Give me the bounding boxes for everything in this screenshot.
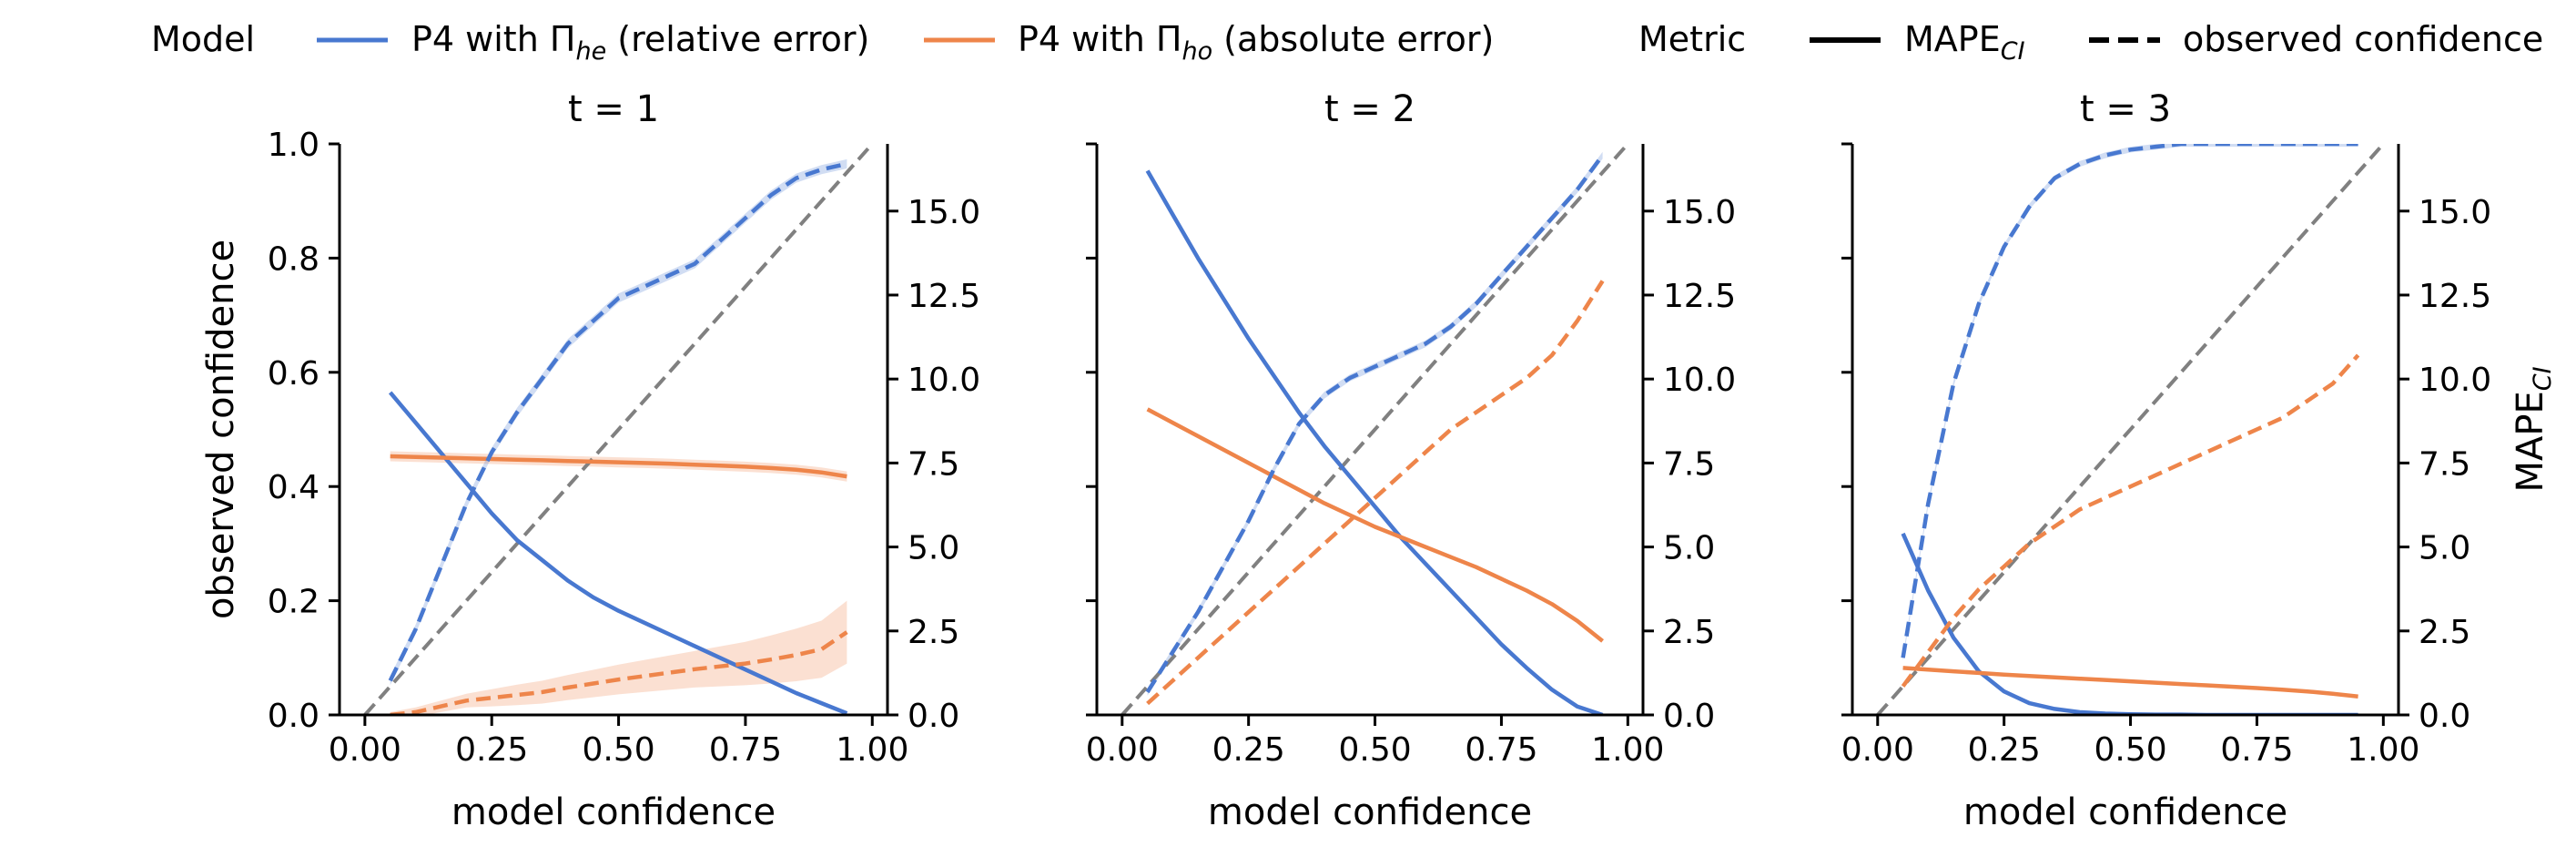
y-right-tick-label: 2.5 (1663, 614, 1715, 651)
x-tick-label: 0.75 (1465, 731, 1537, 769)
plot-area (1121, 144, 1629, 715)
legend-label-ho: P4 with Πho (absolute error) (1018, 19, 1494, 66)
series-ho-mape (390, 454, 847, 479)
y-left-tick-label: 1.0 (268, 127, 319, 164)
series-ho-observed (1146, 280, 1605, 706)
series-he-mape (1145, 169, 1604, 715)
y-right-tick-label: 2.5 (908, 614, 959, 651)
series-ho-observed (390, 630, 848, 715)
legend-label-dashed: observed confidence (2183, 19, 2543, 59)
y-right-tick-label: 12.5 (1663, 278, 1736, 315)
x-axis-label: model confidence (451, 791, 776, 833)
x-tick-label: 0.00 (1086, 731, 1159, 769)
y-right-tick-label: 7.5 (1663, 445, 1715, 483)
chart-panels: 0.00 0.25 0.50 0.75 1.000.00.20.40.60.81.00.… (200, 88, 2557, 833)
y-right-tick-label: 10.0 (1663, 362, 1736, 399)
y-right-tick-label: 15.0 (1663, 194, 1736, 231)
y-left-tick-label: 0.4 (268, 469, 319, 506)
y-right-tick-label: 5.0 (2419, 530, 2470, 567)
x-axis-label: model confidence (1208, 791, 1532, 833)
y-right-tick-label: 7.5 (2419, 445, 2470, 483)
chart-panel-2: 0.00 0.25 0.50 0.75 1.000.0 2.5 5.0 7.5 10.0 12.5… (1086, 88, 1736, 833)
y-right-axis-label: MAPECI (2510, 366, 2557, 492)
x-tick-label: 0.00 (1841, 731, 1914, 769)
series-ho-mape (1902, 666, 2358, 699)
x-tick-label: 0.25 (1968, 731, 2041, 769)
y-left-axis-label: observed confidence (200, 240, 242, 619)
series-ho-mape (1146, 407, 1605, 643)
plot-area (363, 144, 874, 715)
x-axis-label: model confidence (1963, 791, 2287, 833)
x-tick-label: 1.00 (836, 731, 908, 769)
x-tick-label: 0.75 (2220, 731, 2293, 769)
y-right-tick-label: 10.0 (2419, 362, 2491, 399)
y-left-tick-label: 0.8 (268, 240, 319, 278)
y-right-tick-label: 15.0 (908, 194, 980, 231)
chart-panel-3: 0.00 0.25 0.50 0.75 1.000.0 2.5 5.0 7.5 10.0 12.5… (1841, 88, 2557, 833)
series-he-mape (388, 391, 848, 715)
x-tick-label: 1.00 (2347, 731, 2419, 769)
series-he-observed (1901, 144, 2358, 658)
panel-title: t = 3 (2080, 88, 2171, 130)
series-he-mape (1901, 532, 2358, 715)
x-tick-label: 0.00 (329, 731, 401, 769)
y-left-tick-label: 0.6 (268, 355, 319, 393)
diagonal-reference-line (1121, 144, 1629, 715)
chart-panel-1: 0.00 0.25 0.50 0.75 1.000.00.20.40.60.81.00.… (200, 88, 980, 833)
x-tick-label: 0.50 (1338, 731, 1411, 769)
ci-band-he (1902, 144, 2358, 661)
legend-label-solid: MAPECI (1904, 19, 2025, 66)
y-right-tick-label: 7.5 (908, 445, 959, 483)
x-tick-label: 1.00 (1591, 731, 1664, 769)
series-ho-observed (1901, 353, 2360, 688)
y-right-tick-label: 15.0 (2419, 194, 2491, 231)
ci-band-he (1147, 151, 1603, 696)
y-right-tick-label: 12.5 (2419, 278, 2491, 315)
y-right-tick-label: 0.0 (908, 698, 959, 735)
series-he-observed (1145, 154, 1605, 694)
panel-title: t = 2 (1324, 88, 1415, 130)
panel-title: t = 1 (568, 88, 659, 130)
diagonal-reference-line (1876, 144, 2385, 715)
y-right-tick-label: 5.0 (1663, 530, 1715, 567)
legend-metric-heading: Metric (1638, 19, 1746, 59)
x-tick-label: 0.50 (2094, 731, 2166, 769)
legend-label-he: P4 with Πhe (relative error) (411, 19, 869, 66)
ci-band-he (390, 158, 847, 686)
ci-band-ho (390, 600, 847, 715)
y-left-tick-label: 0.0 (268, 698, 319, 735)
y-right-tick-label: 12.5 (908, 278, 980, 315)
y-left-tick-label: 0.2 (268, 584, 319, 621)
series-he-observed (388, 161, 847, 682)
y-right-tick-label: 5.0 (908, 530, 959, 567)
diagonal-reference-line (363, 144, 874, 715)
legend-model-heading: Model (151, 19, 255, 59)
x-tick-label: 0.25 (1212, 731, 1285, 769)
y-right-tick-label: 2.5 (2419, 614, 2470, 651)
y-right-tick-label: 0.0 (1663, 698, 1715, 735)
y-right-tick-label: 0.0 (2419, 698, 2470, 735)
x-tick-label: 0.25 (455, 731, 528, 769)
legend: Model P4 with Πhe (relative error) P4 with… (151, 19, 2543, 66)
x-tick-label: 0.50 (582, 731, 654, 769)
x-tick-label: 0.75 (709, 731, 782, 769)
y-right-tick-label: 10.0 (908, 362, 980, 399)
plot-area (1876, 144, 2385, 715)
